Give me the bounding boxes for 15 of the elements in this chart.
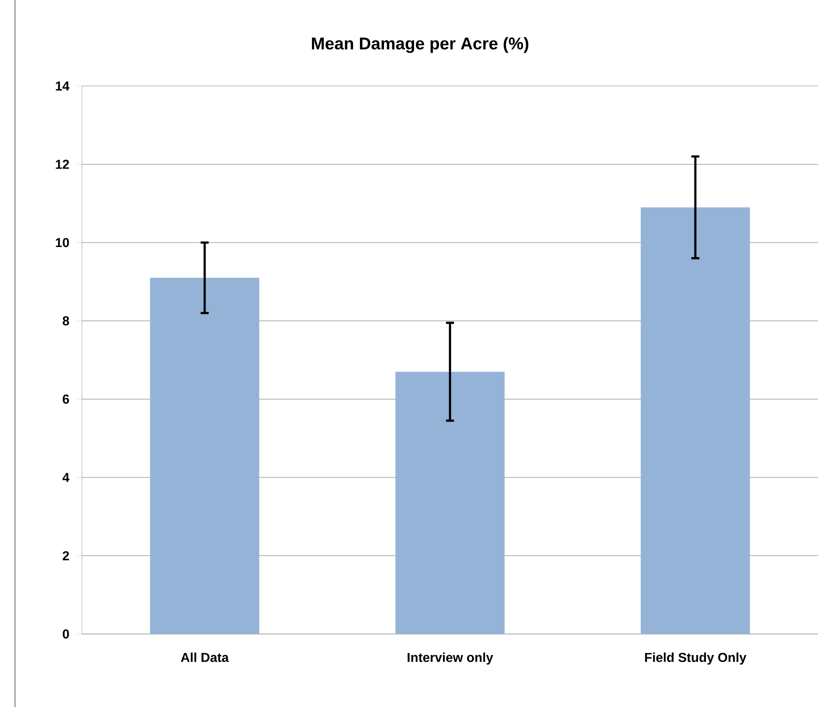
x-tick-label: All Data: [180, 652, 229, 662]
y-tick-label: 10: [56, 238, 69, 248]
y-tick-label: 6: [62, 394, 70, 404]
x-tick-label: Field Study Only: [645, 652, 746, 665]
y-tick-label: 0: [62, 629, 69, 639]
chart-title: Mean Damage per Acre (%): [312, 37, 528, 53]
x-tick-label: Interview only: [408, 652, 494, 665]
y-tick-label: 2: [62, 551, 69, 560]
bar: [395, 372, 505, 634]
y-tick-label: 12: [56, 160, 69, 169]
y-tick-label: 4: [62, 472, 70, 482]
bar: [640, 207, 750, 634]
y-tick-label: 14: [56, 82, 70, 90]
y-tick-label: 8: [62, 316, 70, 326]
bar: [150, 278, 260, 634]
